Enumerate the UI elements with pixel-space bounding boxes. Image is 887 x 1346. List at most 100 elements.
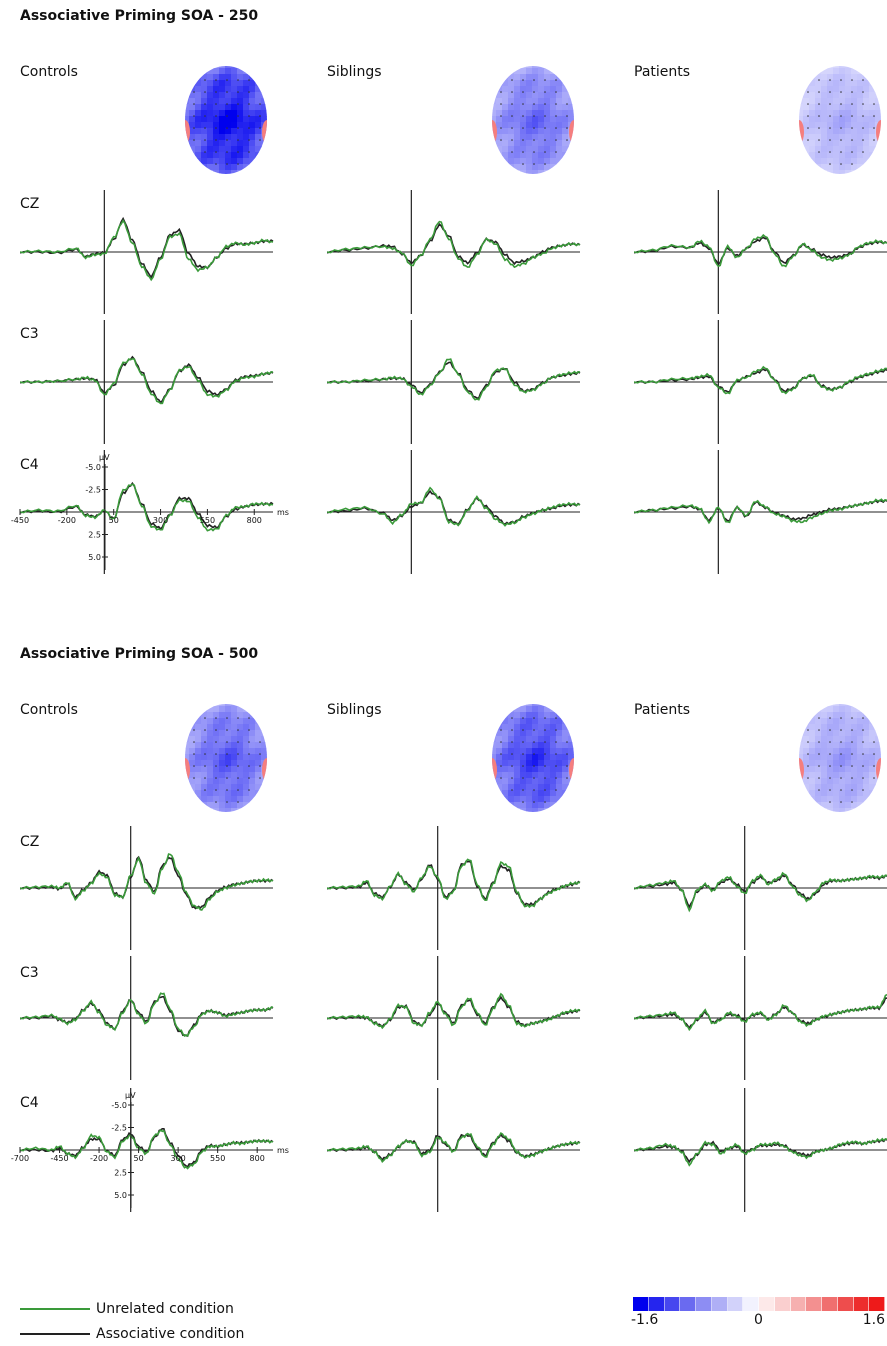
scalp-map-cell bbox=[273, 796, 275, 803]
scalp-map-cell bbox=[881, 122, 887, 129]
electrode-dot bbox=[851, 729, 853, 731]
scalp-map-cell bbox=[484, 748, 491, 755]
scalp-map-cell bbox=[225, 736, 232, 743]
scalp-map-cell bbox=[857, 170, 864, 174]
scalp-map-cell bbox=[821, 86, 828, 93]
scalp-map-cell bbox=[821, 778, 828, 785]
scalp-map-cell bbox=[496, 796, 503, 803]
scalp-map-cell bbox=[177, 760, 184, 767]
scalp-map-cell bbox=[492, 736, 497, 743]
scalp-map-cell bbox=[261, 104, 267, 111]
scalp-map-cell bbox=[177, 700, 184, 707]
scalp-map-cell bbox=[243, 158, 250, 165]
scalp-map-cell bbox=[502, 748, 509, 755]
scalp-map-cell bbox=[508, 766, 515, 773]
electrode-dot bbox=[226, 163, 228, 165]
scalp-map-cell bbox=[809, 80, 816, 87]
scalp-map-cell bbox=[177, 784, 184, 791]
scalp-map-cell bbox=[231, 742, 238, 749]
electrode-dot bbox=[555, 79, 557, 81]
scalp-map-cell bbox=[532, 802, 539, 809]
scalp-map-cell bbox=[261, 706, 267, 713]
scalp-map-cell bbox=[249, 772, 256, 779]
scalp-map-cell bbox=[267, 748, 274, 755]
scalp-map-cell bbox=[267, 122, 274, 129]
scalp-map-cell bbox=[484, 140, 491, 147]
scalp-map-cell bbox=[484, 712, 491, 719]
electrode-dot bbox=[248, 717, 250, 719]
scalp-map-cell bbox=[189, 736, 196, 743]
scalp-map-cell bbox=[213, 74, 220, 81]
scalp-map-cell bbox=[225, 808, 232, 812]
scalp-map-cell bbox=[857, 128, 864, 135]
scalp-map-cell bbox=[791, 724, 798, 731]
scalp-map-cell bbox=[821, 74, 828, 81]
scalp-map-cell bbox=[815, 706, 822, 713]
scalp-map-cell bbox=[544, 86, 551, 93]
scalp-map-cell bbox=[791, 98, 798, 105]
scalp-map-cell bbox=[249, 724, 256, 731]
scalp-map-cell bbox=[508, 790, 515, 797]
scalp-map-cell bbox=[177, 104, 184, 111]
scalp-map-cell bbox=[237, 778, 244, 785]
electrode-dot bbox=[851, 91, 853, 93]
scalp-map-cell bbox=[492, 712, 497, 719]
scalp-map-cell bbox=[261, 170, 267, 174]
scalp-map-cell bbox=[827, 704, 834, 707]
scalp-map-cell bbox=[243, 110, 250, 117]
scalp-map-cell bbox=[273, 802, 275, 809]
scalp-map-cell bbox=[201, 724, 208, 731]
scalp-map-cell bbox=[544, 74, 551, 81]
scalp-map-cell bbox=[177, 724, 184, 731]
scalp-map-cell bbox=[243, 736, 250, 743]
electrode-dot bbox=[522, 139, 524, 141]
scalp-map-cell bbox=[249, 116, 256, 123]
scalp-map-cell bbox=[532, 158, 539, 165]
scalp-map-cell bbox=[255, 772, 262, 779]
scalp-map-cell bbox=[556, 128, 563, 135]
scalp-map-cell bbox=[237, 704, 244, 707]
scalp-map-cell bbox=[484, 86, 491, 93]
electrode-dot bbox=[204, 103, 206, 105]
electrode-dot bbox=[215, 151, 217, 153]
scalp-map-cell bbox=[799, 724, 804, 731]
scalp-map-cell bbox=[225, 98, 232, 105]
scalp-map-cell bbox=[225, 778, 232, 785]
scalp-map-cell bbox=[562, 158, 569, 165]
scalp-map-cell bbox=[857, 134, 864, 141]
scalp-map-cell bbox=[231, 704, 238, 707]
y-tick-label: 5.0 bbox=[88, 553, 101, 562]
scalp-map-cell bbox=[484, 128, 491, 135]
scalp-map-cell bbox=[225, 712, 232, 719]
scalp-map-cell bbox=[845, 152, 852, 159]
scalp-map-cell bbox=[189, 92, 196, 99]
scalp-map-cell bbox=[791, 122, 798, 129]
scalp-map-cell bbox=[799, 170, 804, 174]
scalp-map-cell bbox=[544, 116, 551, 123]
scalp-map-cell bbox=[484, 760, 491, 767]
scalp-map-cell bbox=[520, 152, 527, 159]
electrode-dot bbox=[237, 79, 239, 81]
scalp-map-cell bbox=[881, 766, 887, 773]
scalp-map-cell bbox=[851, 784, 858, 791]
electrode-dot bbox=[511, 777, 513, 779]
electrode-dot bbox=[248, 789, 250, 791]
scalp-map-cell bbox=[267, 158, 274, 165]
scalp-map-right-edge bbox=[876, 758, 881, 782]
electrode-dot bbox=[807, 729, 809, 731]
scalp-map-cell bbox=[799, 86, 804, 93]
scalp-map-cell bbox=[839, 164, 846, 171]
scalp-map-cell bbox=[803, 98, 810, 105]
scalp-map-cell bbox=[249, 778, 256, 785]
scalp-map-cell bbox=[502, 742, 509, 749]
scalp-map-cell bbox=[261, 164, 267, 171]
scalp-map-cell bbox=[863, 68, 870, 75]
y-tick-label: -5.0 bbox=[111, 1101, 127, 1110]
scalp-map-cell bbox=[556, 736, 563, 743]
scalp-map-cell bbox=[213, 66, 220, 69]
scalp-map-cell bbox=[574, 742, 581, 749]
scalp-map-cell bbox=[213, 730, 220, 737]
scalp-map-cell bbox=[520, 122, 527, 129]
scalp-map-cell bbox=[508, 104, 515, 111]
scalp-map-cell bbox=[532, 74, 539, 81]
